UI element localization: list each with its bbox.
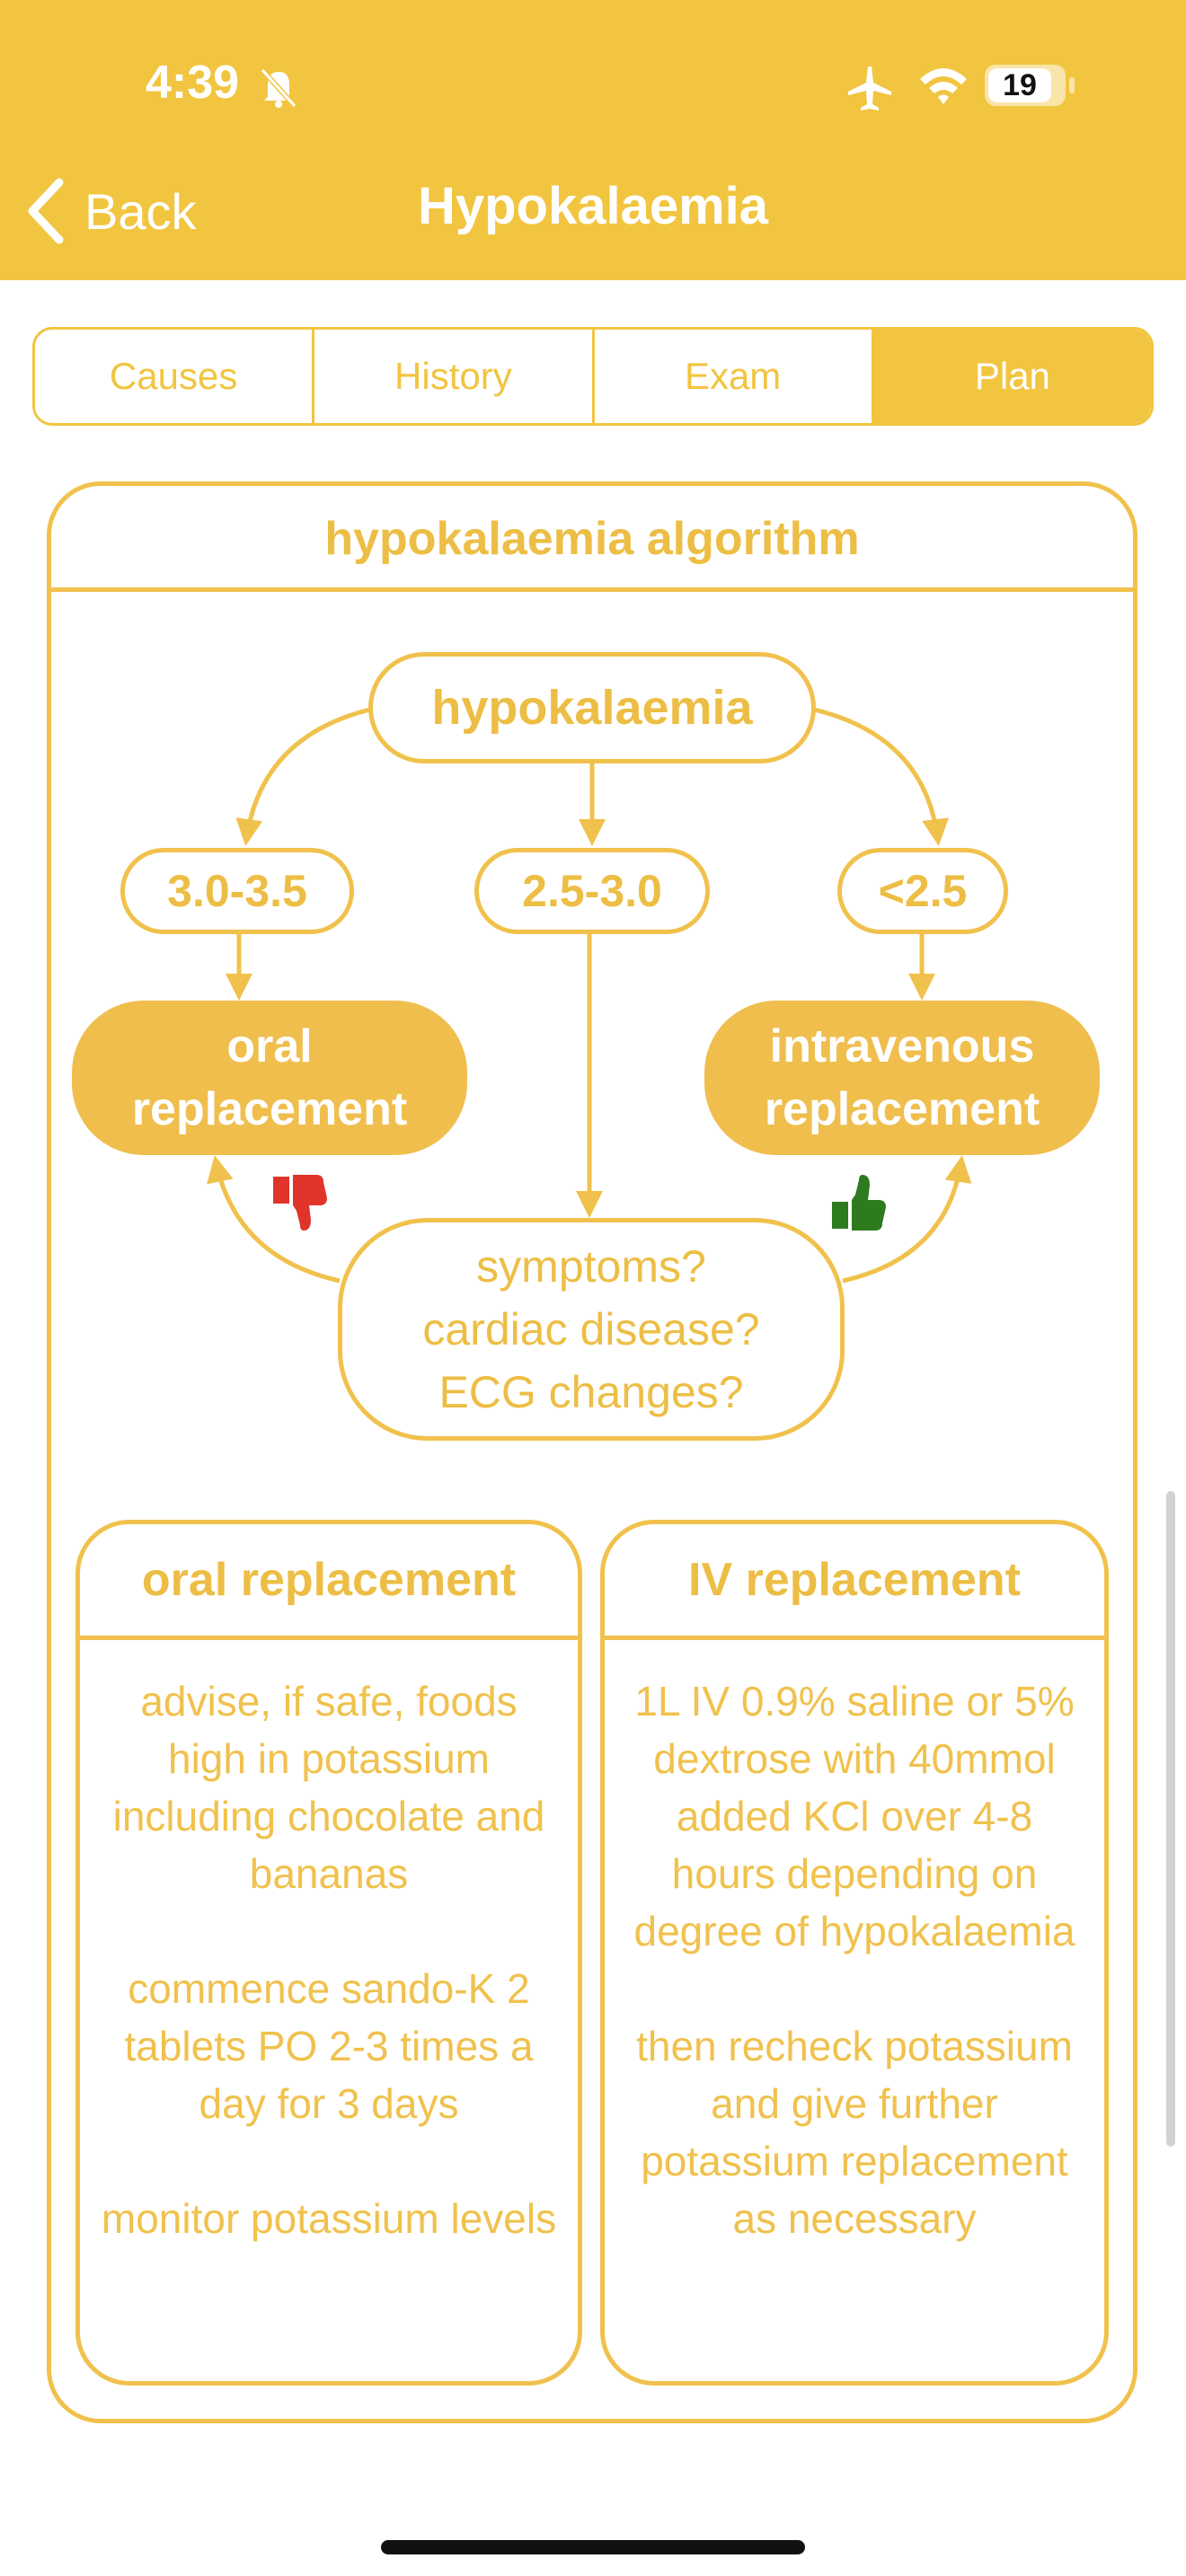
node-oral-replacement: oral replacement <box>72 1001 467 1155</box>
tab-plan[interactable]: Plan <box>873 330 1151 423</box>
battery-cap <box>1069 77 1075 93</box>
oral-line-2: replacement <box>131 1083 408 1135</box>
page-title: Hypokalaemia <box>417 177 769 235</box>
battery-level: 19 <box>1003 68 1037 102</box>
node-range-2.5-3.0: 2.5-3.0 <box>474 848 710 934</box>
oral-card-paragraph: commence sando-K 2 tablets PO 2-3 times … <box>124 1965 534 2127</box>
iv-replacement-card: IV replacement 1L IV 0.9% saline or 5% d… <box>600 1520 1109 2386</box>
wifi-icon <box>920 68 967 104</box>
oral-line-1: oral <box>226 1020 313 1072</box>
oral-card-paragraph: monitor potassium levels <box>101 2195 557 2242</box>
node-range-below-2.5: <2.5 <box>837 848 1008 934</box>
thumbs-down-icon <box>273 1175 327 1231</box>
back-label: Back <box>84 182 197 240</box>
tab-causes[interactable]: Causes <box>35 330 315 423</box>
node-intravenous-replacement: intravenous replacement <box>704 1001 1100 1155</box>
iv-line-1: intravenous <box>769 1020 1035 1072</box>
question-line-2: cardiac disease? <box>422 1304 760 1354</box>
bell-muted-icon <box>260 67 297 109</box>
oral-card-title: oral replacement <box>80 1524 578 1640</box>
iv-card-paragraph: 1L IV 0.9% saline or 5% dextrose with 40… <box>633 1678 1075 1954</box>
airplane-mode-icon <box>848 66 891 110</box>
algorithm-title: hypokalaemia algorithm <box>51 486 1133 592</box>
back-button[interactable]: Back <box>25 175 197 247</box>
scrollbar[interactable] <box>1166 1491 1175 2147</box>
node-range-3.0-3.5: 3.0-3.5 <box>120 848 354 934</box>
iv-card-body: 1L IV 0.9% saline or 5% dextrose with 40… <box>605 1640 1104 2247</box>
thumbs-up-icon <box>832 1175 886 1231</box>
chevron-left-icon <box>28 178 64 244</box>
algorithm-panel: hypokalaemia algorithm <box>47 481 1137 2423</box>
question-line-3: ECG changes? <box>438 1367 744 1417</box>
oral-replacement-card: oral replacement advise, if safe, foods … <box>75 1520 582 2386</box>
iv-card-paragraph: then recheck potassium and give further … <box>636 2023 1073 2242</box>
battery-icon: 19 <box>985 65 1066 106</box>
nav-header: 4:39 19 Back Hypokalaemia <box>0 0 1186 280</box>
iv-card-title: IV replacement <box>605 1524 1104 1640</box>
oral-card-paragraph: advise, if safe, foods high in potassium… <box>112 1678 545 1897</box>
question-line-1: symptoms? <box>476 1241 706 1292</box>
home-indicator[interactable] <box>381 2540 805 2554</box>
oral-card-body: advise, if safe, foods high in potassium… <box>80 1640 578 2247</box>
status-time: 4:39 <box>146 57 240 109</box>
node-hypokalaemia: hypokalaemia <box>368 652 816 763</box>
tab-history[interactable]: History <box>314 330 595 423</box>
node-symptoms-question: symptoms? cardiac disease? ECG changes? <box>338 1218 845 1441</box>
segmented-tabs: Causes History Exam Plan <box>32 327 1154 426</box>
iv-line-2: replacement <box>764 1083 1040 1135</box>
tab-exam[interactable]: Exam <box>595 330 874 423</box>
